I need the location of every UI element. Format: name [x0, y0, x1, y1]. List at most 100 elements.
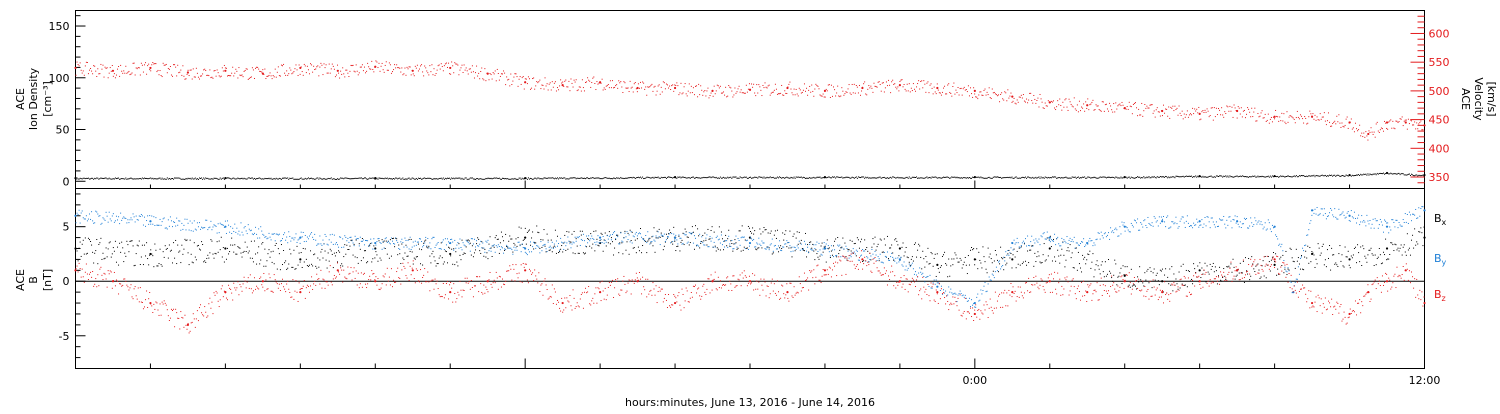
data-dot: [1096, 264, 1097, 265]
data-dot: [459, 178, 460, 179]
data-point: [1348, 215, 1350, 217]
data-dot: [130, 241, 131, 242]
data-dot: [970, 87, 971, 88]
data-dot: [1335, 176, 1336, 177]
data-dot: [498, 73, 499, 74]
data-dot: [201, 241, 202, 242]
data-dot: [1374, 265, 1375, 266]
data-dot: [1282, 176, 1283, 177]
data-dot: [459, 255, 460, 256]
data-dot: [957, 92, 958, 93]
data-dot: [1296, 117, 1297, 118]
data-dot: [183, 225, 184, 226]
data-dot: [401, 244, 402, 245]
data-dot: [1180, 176, 1181, 177]
data-dot: [445, 63, 446, 64]
data-dot: [540, 241, 541, 242]
data-dot: [910, 91, 911, 92]
data-dot: [772, 177, 773, 178]
data-dot: [844, 177, 845, 178]
data-dot: [909, 83, 910, 84]
data-dot: [182, 65, 183, 66]
data-dot: [425, 240, 426, 241]
data-dot: [1269, 261, 1270, 262]
data-dot: [386, 241, 387, 242]
data-dot: [83, 178, 84, 179]
data-dot: [80, 242, 81, 243]
data-dot: [952, 177, 953, 178]
data-dot: [236, 228, 237, 229]
data-dot: [114, 73, 115, 74]
data-dot: [139, 215, 140, 216]
data-dot: [1182, 111, 1183, 112]
data-dot: [224, 179, 225, 180]
data-dot: [728, 230, 729, 231]
data-dot: [390, 64, 391, 65]
data-dot: [829, 84, 830, 85]
data-dot: [1332, 176, 1333, 177]
data-dot: [872, 254, 873, 255]
data-dot: [800, 177, 801, 178]
data-dot: [864, 178, 865, 179]
data-dot: [1317, 263, 1318, 264]
data-dot: [251, 178, 252, 179]
data-point: [749, 242, 751, 244]
data-dot: [682, 244, 683, 245]
data-dot: [1419, 122, 1420, 123]
data-dot: [293, 71, 294, 72]
data-dot: [861, 177, 862, 178]
data-dot: [340, 265, 341, 266]
data-dot: [446, 251, 447, 252]
data-dot: [837, 237, 838, 238]
data-dot: [1183, 176, 1184, 177]
data-dot: [279, 178, 280, 179]
data-dot: [497, 239, 498, 240]
data-dot: [347, 73, 348, 74]
data-dot: [465, 177, 466, 178]
data-dot: [352, 178, 353, 179]
data-dot: [206, 178, 207, 179]
data-dot: [911, 259, 912, 260]
data-dot: [243, 252, 244, 253]
data-dot: [744, 237, 745, 238]
data-dot: [1391, 173, 1392, 174]
data-dot: [526, 178, 527, 179]
data-dot: [310, 63, 311, 64]
data-dot: [381, 66, 382, 67]
data-dot: [508, 179, 509, 180]
data-dot: [175, 226, 176, 227]
data-dot: [231, 233, 232, 234]
data-dot: [753, 84, 754, 85]
data-dot: [559, 85, 560, 86]
data-dot: [1061, 110, 1062, 111]
data-dot: [396, 64, 397, 65]
data-dot: [1415, 175, 1416, 176]
data-dot: [479, 250, 480, 251]
data-dot: [988, 177, 989, 178]
data-dot: [1006, 177, 1007, 178]
data-dot: [907, 257, 908, 258]
data-dot: [997, 260, 998, 261]
data-dot: [959, 177, 960, 178]
data-dot: [407, 256, 408, 257]
data-dot: [890, 247, 891, 248]
data-dot: [500, 76, 501, 77]
data-dot: [756, 249, 757, 250]
data-dot: [840, 256, 841, 257]
data-dot: [1274, 176, 1275, 177]
data-dot: [195, 77, 196, 78]
data-dot: [562, 178, 563, 179]
data-dot: [972, 177, 973, 178]
data-dot: [745, 177, 746, 178]
data-dot: [593, 178, 594, 179]
data-dot: [430, 248, 431, 249]
data-dot: [510, 248, 511, 249]
data-dot: [820, 249, 821, 250]
top-right-tick-label: 500: [1429, 85, 1450, 98]
data-dot: [758, 247, 759, 248]
data-dot: [754, 93, 755, 94]
data-dot: [703, 244, 704, 245]
data-dot: [1055, 109, 1056, 110]
data-dot: [693, 232, 694, 233]
data-dot: [181, 223, 182, 224]
